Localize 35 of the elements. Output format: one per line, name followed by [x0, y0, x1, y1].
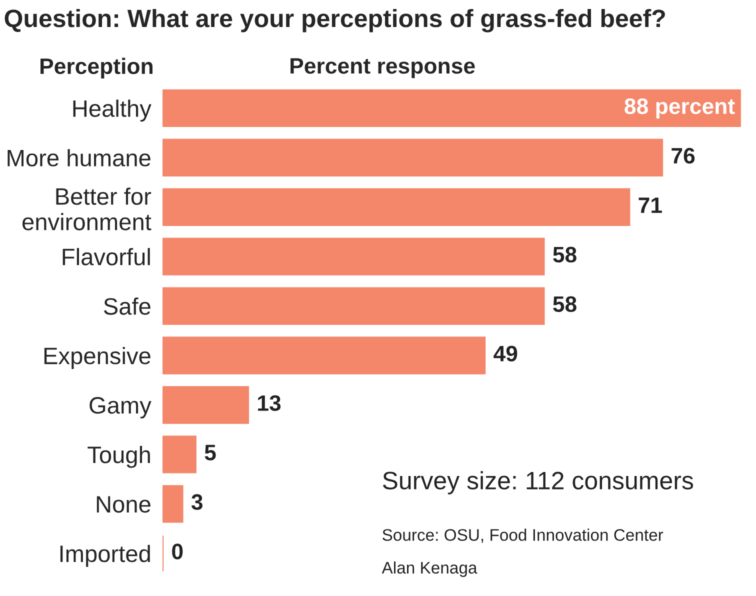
bar	[162, 138, 664, 176]
bar	[162, 188, 630, 226]
annotation: Source: OSU, Food Innovation Center	[382, 528, 664, 543]
bar	[162, 485, 184, 523]
annotation: Alan Kenaga	[382, 561, 478, 577]
y-tick-label: Imported	[60, 544, 150, 567]
y-tick-label: Safe	[104, 298, 150, 315]
y-axis-title: Perception	[40, 58, 152, 78]
y-tick-label: None	[96, 496, 150, 513]
data-label: 3	[191, 494, 202, 510]
y-tick-label: Better for environment	[22, 188, 152, 230]
x-axis-title: Percent response	[290, 58, 475, 78]
y-tick-label: Gamy	[90, 397, 152, 418]
y-tick-label: Flavorful	[62, 248, 150, 266]
bar	[162, 89, 741, 128]
y-tick-label: Expensive	[44, 346, 150, 369]
bar	[162, 386, 250, 424]
bar	[162, 287, 545, 325]
data-label: 88 percent	[624, 98, 735, 119]
bar	[162, 336, 486, 374]
data-label: 0	[172, 544, 183, 560]
bar	[162, 238, 545, 276]
data-label: 49	[494, 346, 518, 362]
data-label: 71	[638, 198, 662, 213]
data-label: 76	[672, 148, 695, 164]
bar	[162, 436, 196, 474]
data-label: 13	[258, 395, 281, 411]
annotation: Survey size: 112 consumers	[382, 471, 694, 494]
y-tick-label: More humane	[8, 149, 150, 166]
data-label: 58	[553, 296, 576, 312]
chart-title: Question: What are your perceptions of grass-fed beef?	[4, 8, 665, 32]
data-label: 5	[204, 444, 216, 460]
y-tick-label: Healthy	[73, 100, 152, 122]
y-tick-label: Tough	[88, 446, 150, 468]
data-label: 58	[553, 246, 576, 263]
